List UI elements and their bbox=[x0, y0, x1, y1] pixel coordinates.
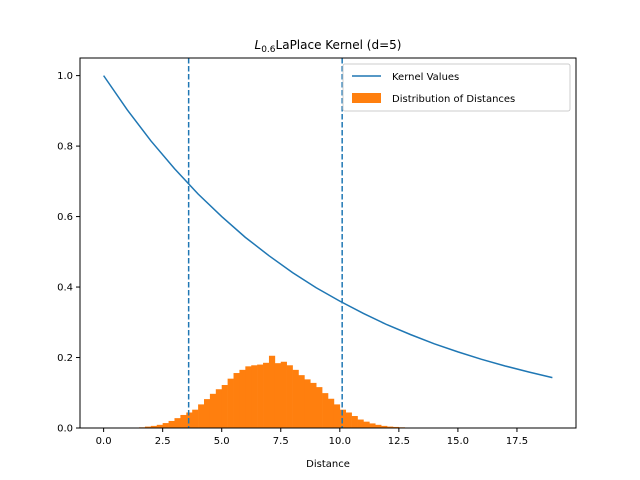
histogram-bar bbox=[363, 421, 370, 428]
x-tick-label: 10.0 bbox=[329, 436, 351, 447]
histogram-bar bbox=[221, 385, 228, 428]
x-tick-label: 7.5 bbox=[273, 436, 289, 447]
x-tick-label: 5.0 bbox=[214, 436, 230, 447]
histogram-bar bbox=[192, 409, 199, 428]
histogram-bar bbox=[198, 404, 205, 428]
axes: 0.0 2.5 5.0 7.5 10.0 12.5 15.0 17.5 0.0 0.2 0.4 0.6… bbox=[57, 57, 577, 447]
histogram-bar bbox=[328, 398, 335, 428]
histogram-bar bbox=[245, 366, 252, 428]
histogram-bar bbox=[286, 365, 293, 428]
histogram-bar bbox=[268, 355, 276, 428]
histogram-bar bbox=[387, 426, 394, 428]
histogram-bar bbox=[239, 369, 246, 428]
histogram-bar bbox=[204, 399, 211, 428]
histogram-bar bbox=[280, 361, 287, 428]
axes-frame bbox=[79, 57, 577, 429]
chart-title: L0.6LaPlace Kernel (d=5) bbox=[255, 38, 402, 55]
histogram-bar bbox=[144, 426, 152, 428]
histogram-bar bbox=[274, 363, 282, 428]
y-tick-label: 1.0 bbox=[57, 71, 73, 82]
y-tick-label: 0.0 bbox=[57, 424, 73, 435]
histogram-bar bbox=[257, 364, 264, 428]
kernel-values-line bbox=[103, 75, 553, 379]
histogram-bar bbox=[233, 373, 240, 428]
histogram-bar bbox=[227, 378, 234, 428]
chart-title-prefix: L bbox=[255, 38, 262, 52]
x-tick-label: 17.5 bbox=[506, 436, 528, 447]
histogram-bar bbox=[381, 425, 388, 428]
x-tick-label: 15.0 bbox=[447, 436, 469, 447]
legend-frame bbox=[342, 63, 571, 112]
chart-title-subscript: 0.6 bbox=[261, 45, 276, 55]
legend: Kernel Values Distribution of Distances bbox=[342, 63, 571, 112]
histogram-bar bbox=[156, 424, 163, 428]
histogram-bar bbox=[180, 414, 187, 428]
histogram-bar bbox=[375, 424, 382, 428]
histogram-bar bbox=[333, 404, 341, 428]
histogram-bar bbox=[304, 379, 311, 428]
histogram-bar bbox=[369, 423, 376, 428]
y-tick-label: 0.6 bbox=[57, 212, 73, 223]
histogram-bar bbox=[215, 389, 223, 428]
x-tick-label: 0.0 bbox=[96, 436, 112, 447]
legend-histogram-label: Distribution of Distances bbox=[392, 94, 515, 105]
x-tick-label: 2.5 bbox=[155, 436, 171, 447]
plot-area bbox=[103, 58, 553, 428]
legend-histogram-swatch bbox=[352, 93, 381, 103]
histogram-bar bbox=[168, 420, 175, 428]
histogram-bar bbox=[316, 387, 323, 428]
x-axis-label: Distance bbox=[306, 459, 350, 470]
histogram-bar bbox=[162, 423, 169, 428]
histogram-bar bbox=[310, 382, 317, 428]
histogram-bar bbox=[322, 393, 329, 428]
histogram-bar bbox=[174, 418, 181, 428]
histogram-bar bbox=[298, 375, 305, 428]
y-tick-label: 0.2 bbox=[57, 353, 73, 364]
histogram-bar bbox=[292, 369, 299, 428]
chart-title-rest: LaPlace Kernel (d=5) bbox=[276, 38, 402, 52]
histogram-bar bbox=[351, 416, 358, 428]
legend-kernel-label: Kernel Values bbox=[392, 72, 459, 83]
x-tick-label: 12.5 bbox=[388, 436, 410, 447]
histogram-bar bbox=[392, 426, 400, 428]
histogram-bar bbox=[345, 412, 352, 428]
histogram-bar bbox=[263, 362, 270, 428]
histogram-bar bbox=[209, 393, 217, 428]
histogram-bar bbox=[251, 365, 258, 428]
y-tick-label: 0.8 bbox=[57, 142, 73, 153]
histogram-bar bbox=[150, 425, 158, 428]
y-tick-label: 0.4 bbox=[57, 283, 73, 294]
histogram-bar bbox=[357, 419, 364, 428]
